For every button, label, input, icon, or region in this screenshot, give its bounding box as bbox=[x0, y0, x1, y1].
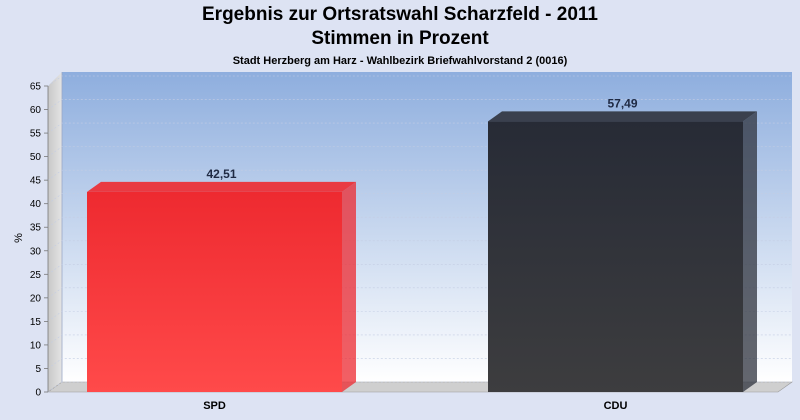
bar-top bbox=[87, 181, 356, 192]
chart-subtitle: Stimmen in Prozent bbox=[311, 28, 489, 49]
gridline bbox=[47, 146, 792, 157]
data-label: 57,49 bbox=[607, 96, 637, 110]
y-tick-label: 5 bbox=[35, 364, 41, 375]
gridline bbox=[47, 122, 792, 134]
bar-front bbox=[488, 121, 743, 392]
labels: 42,51 SPD 57,49 CDU bbox=[203, 96, 638, 412]
y-tick-label: 45 bbox=[30, 176, 42, 187]
y-tick-label: 55 bbox=[30, 129, 42, 140]
y-tick-label: 30 bbox=[30, 246, 42, 257]
y-tick-label: 50 bbox=[30, 152, 42, 163]
y-tick-label: 60 bbox=[30, 105, 42, 116]
gridline bbox=[47, 216, 792, 228]
gridline bbox=[47, 240, 792, 252]
y-tick-label: 15 bbox=[30, 317, 42, 328]
gridline bbox=[47, 99, 792, 110]
gridline bbox=[47, 381, 792, 393]
gridline bbox=[47, 358, 792, 369]
bar-side bbox=[342, 181, 356, 392]
x-tick-label: SPD bbox=[203, 400, 226, 412]
gridline bbox=[47, 169, 792, 181]
chart-caption: Stadt Herzberg am Harz - Wahlbezirk Brie… bbox=[232, 55, 568, 67]
y-axis-label: % bbox=[13, 233, 25, 243]
bar-top bbox=[488, 111, 757, 122]
y-tick-label: 10 bbox=[30, 340, 42, 351]
bar-side bbox=[743, 111, 757, 392]
x-tick-label: CDU bbox=[604, 400, 628, 412]
chart-titles: Ergebnis zur Ortsratswahl Scharzfeld - 2… bbox=[0, 0, 800, 69]
gridline bbox=[47, 334, 792, 346]
gridline bbox=[47, 287, 792, 299]
gridline bbox=[47, 75, 792, 87]
bar-spd bbox=[87, 181, 356, 392]
bars bbox=[87, 111, 757, 392]
gridline bbox=[47, 193, 792, 204]
chart-title: Ergebnis zur Ortsratswahl Scharzfeld - 2… bbox=[202, 4, 598, 25]
y-tick-label: 40 bbox=[30, 199, 42, 210]
y-tick-label: 20 bbox=[30, 293, 42, 304]
plot-side-wall bbox=[48, 72, 62, 392]
gridline bbox=[47, 311, 792, 322]
bar-front bbox=[87, 191, 342, 392]
data-label: 42,51 bbox=[206, 167, 236, 181]
y-tick-label: 25 bbox=[30, 270, 42, 281]
bar-cdu bbox=[488, 111, 757, 392]
gridlines bbox=[47, 75, 792, 393]
y-tick-label: 65 bbox=[30, 82, 42, 93]
gridline bbox=[47, 264, 792, 275]
y-axis: 0 5 10 15 20 25 30 35 40 45 50 55 60 65 bbox=[30, 82, 49, 399]
y-tick-label: 0 bbox=[35, 388, 41, 399]
y-tick-label: 35 bbox=[30, 223, 42, 234]
